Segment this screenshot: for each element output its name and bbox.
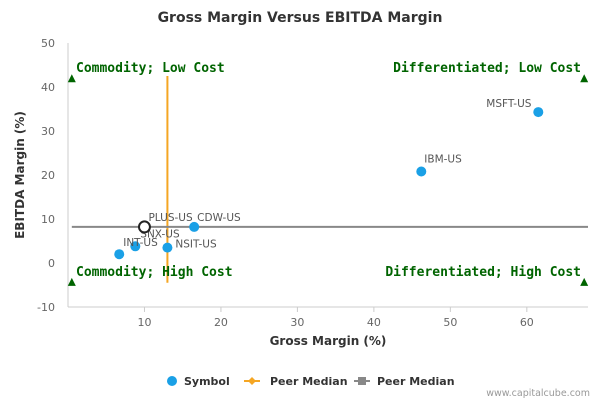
y-tick-label: 30	[41, 125, 55, 138]
data-point-highlighted	[137, 220, 151, 234]
x-tick-label: 60	[520, 316, 534, 329]
y-tick-label: 10	[41, 213, 55, 226]
legend-square-marker	[358, 377, 366, 385]
data-point-label: SNX-US	[140, 228, 180, 240]
quadrant-labels: Commodity; Low Cost Differentiated; Low C…	[67, 61, 589, 286]
data-point	[416, 166, 427, 177]
y-axis-ticks: -10 0 10 20 30 40 50	[37, 37, 55, 314]
y-axis-title: EBITDA Margin (%)	[13, 111, 27, 239]
y-tick-label: 20	[41, 169, 55, 182]
y-tick-label: 40	[41, 81, 55, 94]
quadrant-label: Commodity; Low Cost	[76, 61, 225, 76]
legend-label: Peer Median	[270, 375, 348, 388]
x-tick-label: 20	[214, 316, 228, 329]
legend-symbol-dot	[167, 376, 177, 386]
credit-text: www.capitalcube.com	[486, 388, 590, 399]
data-point-label: INT-US	[123, 237, 158, 249]
x-tick-label: 10	[137, 316, 151, 329]
data-point	[130, 241, 141, 252]
legend-label: Symbol	[184, 375, 230, 388]
quadrant-marker-icon	[67, 277, 76, 286]
data-point-label: NSIT-US	[175, 239, 217, 251]
data-point	[162, 242, 173, 253]
y-tick-label: -10	[37, 301, 55, 314]
legend-label: Peer Median	[377, 375, 455, 388]
data-point-label: CDW-US	[197, 212, 241, 224]
data-point	[189, 221, 200, 232]
quadrant-marker-icon	[67, 74, 76, 83]
quadrant-label: Commodity; High Cost	[76, 265, 233, 280]
quadrant-label: Differentiated; Low Cost	[393, 61, 581, 76]
legend: Symbol Peer Median Peer Median	[167, 375, 455, 388]
data-point-label: PLUS-US	[148, 212, 192, 224]
data-point	[533, 107, 544, 118]
x-tick-label: 30	[290, 316, 304, 329]
x-tick-label: 50	[443, 316, 457, 329]
data-point-label: IBM-US	[424, 153, 462, 165]
quadrant-marker-icon	[580, 277, 589, 286]
data-point-label: MSFT-US	[486, 98, 532, 110]
x-axis-title: Gross Margin (%)	[270, 334, 387, 348]
chart-title: Gross Margin Versus EBITDA Margin	[158, 10, 443, 26]
quadrant-label: Differentiated; High Cost	[385, 265, 581, 280]
quadrant-marker-icon	[580, 74, 589, 83]
x-tick-label: 40	[367, 316, 381, 329]
data-point	[114, 249, 125, 260]
y-tick-label: 0	[48, 257, 55, 270]
legend-diamond-marker	[248, 377, 256, 385]
y-tick-label: 50	[41, 37, 55, 50]
x-axis-ticks: 10 20 30 40 50 60	[137, 307, 534, 329]
